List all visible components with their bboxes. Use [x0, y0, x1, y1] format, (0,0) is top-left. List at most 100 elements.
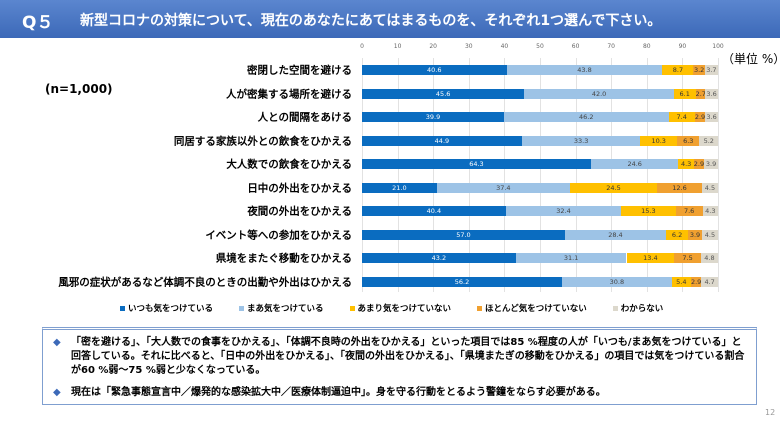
category-label: 人との間隔をあける [257, 111, 352, 124]
legend-label: わからない [620, 304, 664, 314]
bar-segment: 7.4 [668, 112, 695, 122]
gridline [433, 58, 435, 292]
bar-segment: 44.9 [362, 135, 522, 146]
bar-segment: 6.2 [666, 229, 689, 240]
bar-segment: 3.2 [693, 65, 705, 75]
bar-segment: 3.9 [704, 159, 718, 169]
x-tick-label: 60 [571, 43, 580, 50]
x-tick-label: 30 [464, 43, 473, 50]
bar-segment: 6.3 [677, 135, 700, 146]
bar-segment: 31.1 [515, 253, 627, 263]
gridline [575, 58, 577, 292]
bar-segment: 46.2 [504, 112, 669, 122]
legend-swatch [477, 306, 483, 311]
legend-label: あまり気をつけていない [357, 304, 452, 314]
category-label: 人が密集する場所を避ける [226, 88, 352, 100]
legend-swatch [120, 306, 125, 311]
legend-item: あまり気をつけていない [349, 302, 452, 314]
bar-segment: 2.7 [695, 88, 706, 99]
note-item: ◆ 現在は「緊急事態宣言中／爆発的な感染拡大中／医療体制逼迫中」。身を守る行動をと… [53, 386, 751, 400]
diamond-bullet-icon: ◆ [53, 387, 61, 398]
category-label: イベント等への参加をひかえる [205, 229, 352, 241]
legend-item: まあ気をつけている [239, 302, 324, 314]
bar-segment: 42.0 [524, 88, 674, 99]
legend-label: いつも気をつけている [128, 304, 214, 314]
legend-item: ほとんど気をつけていない [477, 302, 587, 314]
bar-segment: 28.4 [564, 229, 666, 240]
legend-label: まあ気をつけている [247, 304, 324, 314]
x-tick-label: 0 [360, 43, 364, 50]
bar-segment: 21.0 [362, 182, 437, 193]
diamond-bullet-icon: ◆ [53, 337, 61, 348]
gridline [468, 58, 470, 292]
bar-segment: 3.6 [705, 88, 718, 99]
category-label: 日中の外出をひかえる [247, 182, 352, 194]
bar-segment: 4.8 [700, 253, 718, 263]
bar-segment: 2.9 [693, 159, 705, 169]
bar-segment: 3.9 [688, 229, 702, 240]
x-tick-label: 20 [429, 43, 438, 50]
bar-segment: 4.3 [678, 159, 694, 169]
bar-segment: 8.7 [662, 65, 694, 75]
gridline [397, 58, 399, 292]
bar-segment: 7.6 [675, 206, 703, 216]
note-text: 現在は「緊急事態宣言中／爆発的な感染拡大中／医療体制逼迫中」。身を守る行動をとる… [71, 387, 606, 398]
bar-segment: 3.7 [704, 65, 718, 75]
x-tick-label: 50 [536, 43, 544, 50]
question-text: 新型コロナの対策について、現在のあなたにあてはまるものを、それぞれ1つ選んで下さ… [80, 13, 662, 29]
bar-segment: 2.9 [694, 112, 706, 122]
bar-segment: 32.4 [505, 206, 622, 216]
bar-segment: 57.0 [362, 229, 565, 240]
bar-segment: 40.4 [362, 206, 506, 216]
bar-segment: 64.3 [362, 159, 591, 169]
bar-segment: 40.6 [362, 65, 507, 75]
bar-segment: 43.8 [506, 65, 663, 75]
sample-size: (n=1,000) [45, 82, 113, 96]
bar-segment: 30.8 [562, 276, 672, 287]
bar-segment: 56.2 [362, 276, 563, 287]
x-tick-label: 90 [678, 43, 687, 50]
gridline [611, 58, 613, 292]
bar-segment: 24.6 [590, 159, 679, 169]
category-label: 夜間の外出をひかえる [247, 205, 352, 218]
bar-segment: 24.5 [569, 182, 658, 193]
bar-segment: 43.2 [362, 253, 516, 263]
gridline [540, 58, 541, 292]
category-label: 大人数での飲食をひかえる [226, 158, 352, 171]
bar-segment: 13.4 [626, 253, 675, 263]
notes-box: ◆ 「密を避ける」、「大人数での食事をひかえる」、「体調不良時の外出をひかえる」と… [42, 327, 757, 405]
bar-segment: 7.5 [674, 253, 701, 263]
gridline [718, 58, 719, 292]
bar-segment: 4.5 [701, 182, 718, 193]
page-number: 12 [765, 408, 776, 417]
note-text: 「密を避ける」、「大人数での食事をひかえる」、「体調不良時の外出をひかえる」とい… [71, 337, 745, 376]
x-tick-label: 80 [642, 43, 651, 50]
gridline [504, 58, 506, 292]
bar-segment: 45.6 [362, 88, 525, 99]
legend-item: いつも気をつけている [120, 302, 213, 314]
bar-segment: 2.9 [690, 276, 702, 287]
bar-segment: 4.5 [701, 229, 718, 240]
bar-segment: 4.7 [701, 276, 718, 287]
unit-label: （単位 %） [722, 52, 780, 66]
gridline [362, 58, 363, 292]
gridline [646, 58, 648, 292]
bar-segment: 37.4 [436, 182, 570, 193]
bar-segment: 10.3 [640, 135, 678, 146]
legend-swatch [239, 306, 245, 311]
x-tick-label: 100 [712, 43, 724, 50]
question-number: Q５ [22, 13, 54, 33]
legend: いつも気をつけている まあ気をつけている あまり気をつけていない ほとんど気をつけてい… [120, 302, 663, 314]
legend-label: ほとんど気をつけていない [485, 304, 587, 314]
bar-segment: 15.3 [621, 206, 676, 216]
category-label: 風邪の症状があるなど体調不良のときの出勤や外出はひかえる [58, 276, 352, 288]
bar-segment: 5.4 [671, 276, 691, 287]
bar-segment: 12.6 [657, 182, 702, 193]
bar-segment: 3.6 [705, 112, 718, 122]
bar-segment: 4.3 [702, 206, 718, 216]
bar-segment: 6.1 [673, 88, 696, 99]
bar-segment: 5.2 [699, 135, 718, 146]
category-label: 県境をまたぐ移動をひかえる [215, 252, 352, 265]
note-item: ◆ 「密を避ける」、「大人数での食事をひかえる」、「体調不良時の外出をひかえる」と… [53, 336, 751, 378]
legend-swatch [612, 306, 618, 311]
